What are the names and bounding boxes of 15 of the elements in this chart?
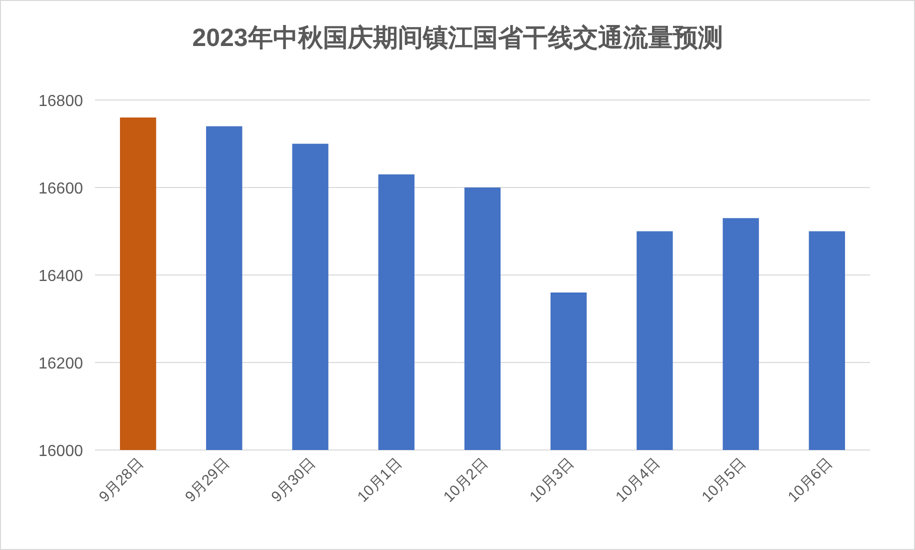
y-tick-label: 16200 <box>38 356 84 372</box>
x-tick-label: 9月28日 <box>96 454 147 506</box>
x-tick-label: 10月1日 <box>354 454 406 506</box>
x-tick-label: 10月2日 <box>440 454 492 506</box>
chart-title: 2023年中秋国庆期间镇江国省干线交通流量预测 <box>192 24 723 52</box>
y-tick-label: 16600 <box>38 180 84 198</box>
x-tick-label: 9月29日 <box>182 454 233 506</box>
x-tick-label: 10月5日 <box>698 454 750 506</box>
y-tick-label: 16400 <box>38 268 84 285</box>
x-tick-label: 10月3日 <box>526 454 578 506</box>
x-tick-label: 10月4日 <box>612 454 664 506</box>
y-tick-label: 16800 <box>38 93 84 110</box>
x-tick-label: 10月6日 <box>784 454 836 506</box>
y-tick-label: 16000 <box>38 443 84 460</box>
x-tick-label: 9月30日 <box>268 454 320 506</box>
